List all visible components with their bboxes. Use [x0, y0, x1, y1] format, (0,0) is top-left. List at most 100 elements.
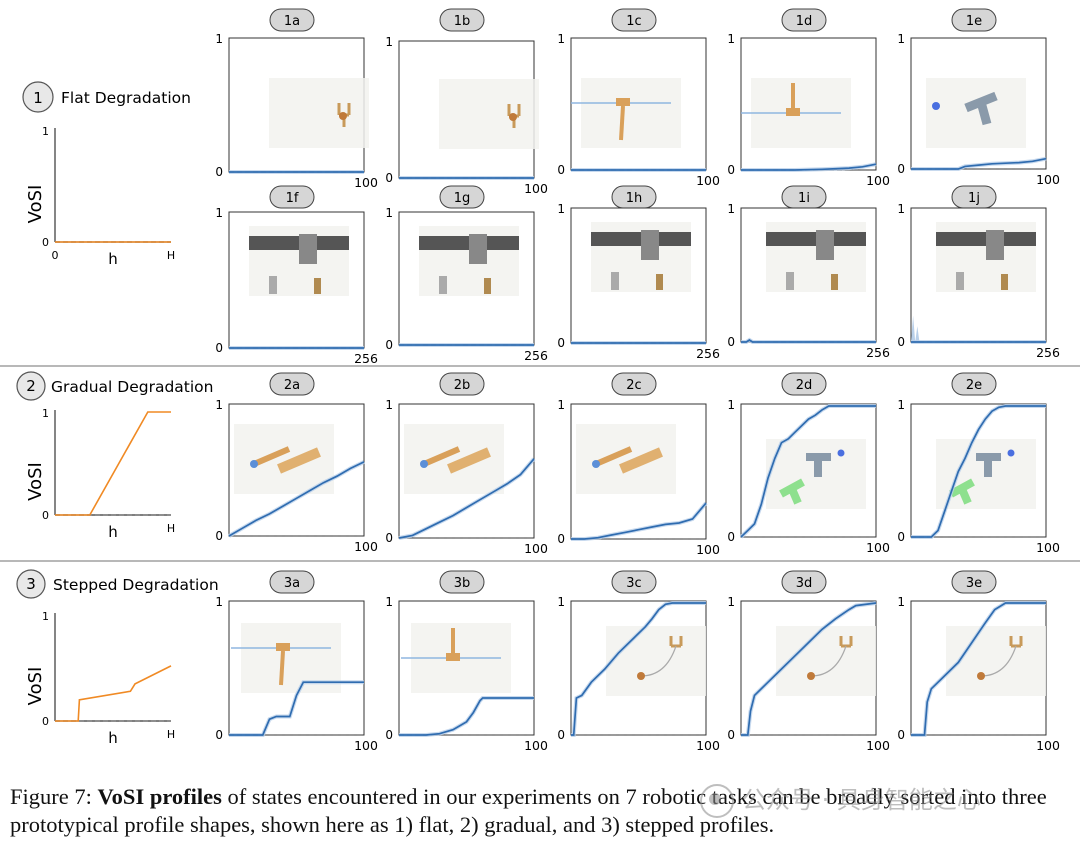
task-thumbnail — [776, 626, 876, 696]
smoothed-series-line — [911, 602, 1046, 736]
y-tick-label: 0 — [727, 530, 735, 544]
row-title: Stepped Degradation — [53, 576, 219, 594]
y-tick-label: 0 — [897, 335, 905, 349]
panel-label: 1e — [966, 14, 982, 29]
row-number-bubble — [16, 371, 46, 401]
y-tick-label: 0 — [215, 529, 223, 543]
watermark-text: 公众号 · 具身智能之心 — [742, 786, 981, 814]
x-tick-label: 100 — [354, 175, 378, 190]
y-tick-label: 0 — [897, 728, 905, 742]
smoothed-series-line — [911, 405, 1046, 538]
t-block-icon — [964, 91, 998, 126]
panel-label-bubble — [781, 570, 827, 594]
smoothed-series-line — [571, 602, 706, 736]
arm-link-icon — [277, 447, 321, 474]
x-tick-label: 100 — [866, 540, 890, 555]
row-number: 1 — [33, 89, 43, 107]
panel-label: 2b — [454, 378, 471, 393]
y-tick-label: 0 — [727, 163, 735, 177]
prototype-chart-gradual: 1 0 Hh VoSI — [25, 407, 175, 541]
panel-3d: 3d 1 0 100 — [727, 570, 890, 753]
panel-3b: 3b 1 0 100 — [385, 570, 548, 753]
y-tick-label: 0 — [385, 171, 393, 185]
panel-label-bubble — [439, 185, 485, 209]
panel-label-bubble — [611, 570, 657, 594]
panel-2d: 2d 1 0 100 — [727, 372, 890, 555]
prototype-chart-stepped: 1 0 Hh VoSI — [25, 610, 175, 747]
x-axis-label: h — [108, 523, 118, 541]
panel-label: 1b — [454, 14, 471, 29]
smoothed-series-line — [228, 461, 365, 537]
cylinder-icon — [786, 272, 794, 290]
y-tick-label: 0 — [215, 341, 223, 355]
x-axis-label: h — [108, 729, 118, 747]
robot-arm-icon — [986, 230, 1004, 260]
cylinder-icon — [269, 276, 277, 294]
panel-label-bubble — [611, 8, 657, 32]
watermark: 公众号 · 具身智能之心 — [700, 780, 1060, 826]
gripper-icon — [507, 104, 521, 128]
x-tick-label: 256 — [866, 345, 890, 360]
y-tick-label: 0 — [897, 530, 905, 544]
task-thumbnail — [269, 78, 369, 148]
y-tick-label: 1 — [727, 398, 735, 412]
x-tick-label: 100 — [696, 173, 720, 188]
smoothed-series-line — [911, 157, 1047, 170]
figure-caption: Figure 7: VoSI profiles of states encoun… — [10, 783, 1075, 839]
panel-2b: 2b 1 0 100 — [385, 372, 548, 556]
prototype-line — [55, 411, 171, 516]
y-axis-label: VoSI — [25, 462, 46, 501]
y-tick-label: 1 — [897, 32, 905, 46]
block-icon — [616, 98, 630, 106]
target-dot-icon — [837, 449, 845, 457]
y-tick-label: 1 — [385, 35, 393, 49]
y-tick-label: 1 — [897, 202, 905, 216]
x-tick-label: 100 — [866, 173, 890, 188]
ball-icon — [637, 672, 645, 680]
ball-icon — [977, 672, 985, 680]
t-block-icon — [806, 453, 831, 477]
panel-grid: 1a101001b101001c101001d101001e101001f102… — [215, 8, 1060, 753]
y-tick-label: 1 — [42, 125, 49, 138]
block-icon — [276, 643, 290, 651]
smoothed-series-line — [741, 163, 877, 171]
y-tick-label: 0 — [557, 336, 565, 350]
row-number: 3 — [26, 575, 36, 593]
robot-arm-icon — [469, 234, 487, 264]
raw-series-line — [399, 696, 534, 737]
x-tick-label: H — [167, 249, 175, 262]
cylinder-icon — [439, 276, 447, 294]
panel-label-bubble — [269, 185, 315, 209]
panel-label-bubble — [439, 372, 485, 396]
x-tick-label: 256 — [524, 348, 548, 363]
x-tick-label: 100 — [696, 542, 720, 557]
robot-arm-icon — [299, 234, 317, 264]
smoothed-series-line — [398, 458, 535, 539]
block-icon — [1001, 274, 1008, 290]
figure-canvas: 1 Flat Degradation 2 Gradual Degradation… — [0, 8, 1080, 753]
y-tick-label: 1 — [557, 202, 565, 216]
arm-link-icon — [447, 447, 491, 474]
panel-label: 2e — [966, 378, 982, 393]
panel-label-bubble — [951, 372, 997, 396]
smoothed-series-line — [741, 338, 876, 343]
panel-label-bubble — [269, 372, 315, 396]
row-title: Flat Degradation — [61, 89, 191, 107]
pole-icon — [279, 650, 285, 686]
y-tick-label: 0 — [215, 165, 223, 179]
row-number: 2 — [26, 377, 36, 395]
block-icon — [314, 278, 321, 294]
panel-3c: 3c 1 0 100 — [557, 570, 720, 753]
watermark-logo-icon — [700, 784, 734, 818]
target-dot-icon — [932, 102, 940, 110]
task-thumbnail — [234, 424, 334, 494]
pole-icon — [619, 105, 625, 141]
ball-icon — [339, 112, 347, 120]
y-tick-label: 1 — [727, 595, 735, 609]
prototype-chart-flat: 1 00 Hh VoSI — [25, 125, 175, 268]
raw-series-line — [911, 156, 1047, 171]
panel-1h: 1h 1 0 256 — [557, 185, 720, 361]
task-thumbnail — [439, 79, 539, 149]
panel-label: 3d — [796, 576, 813, 591]
panel-1f: 1f 1 0 256 — [215, 185, 378, 366]
